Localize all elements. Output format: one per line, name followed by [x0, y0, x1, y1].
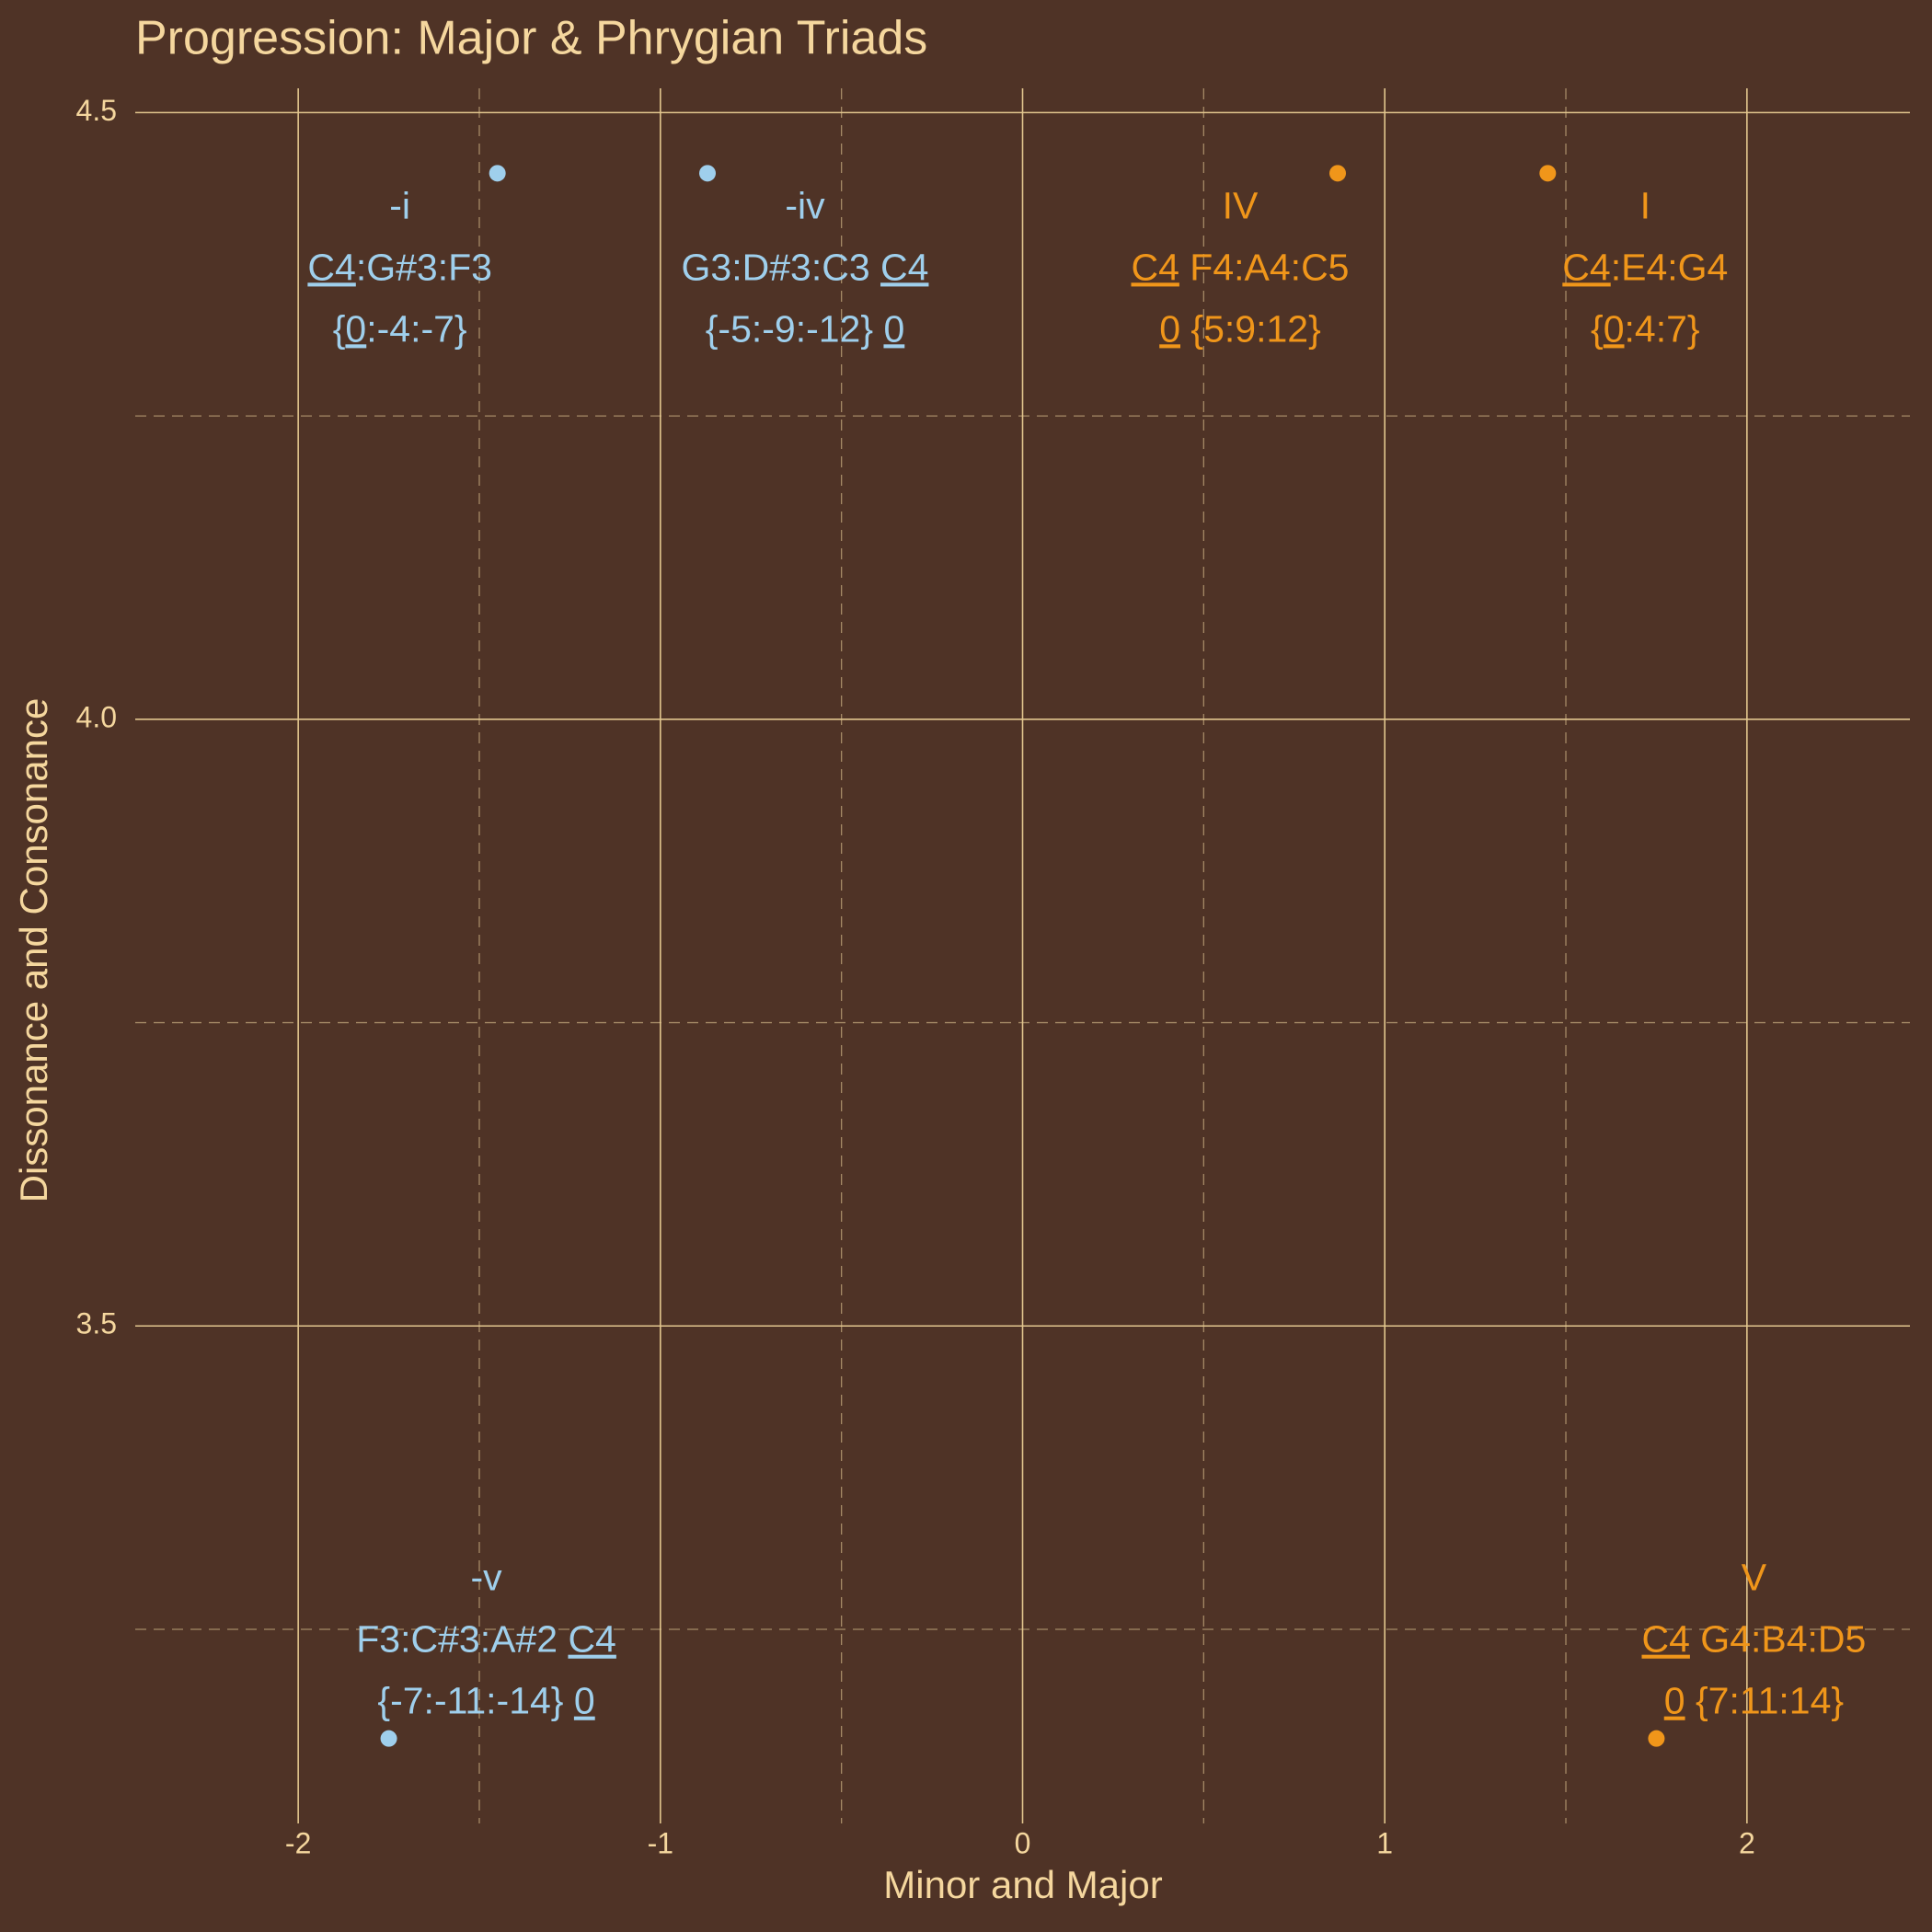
point	[1648, 1730, 1665, 1747]
x-tick-label: -1	[648, 1826, 673, 1859]
label-segment: G3:D#3:C3	[682, 246, 881, 288]
label-line: {0:4:7}	[1591, 307, 1700, 350]
point-label: VC4 G4:B4:D50 {7:11:14}	[1641, 1557, 1866, 1722]
label-segment: {	[1591, 307, 1604, 350]
label-segment: C4	[1641, 1618, 1689, 1661]
x-tick-label: -2	[285, 1826, 311, 1859]
label-line: C4 F4:A4:C5	[1131, 246, 1349, 288]
label-segment: :4:7}	[1625, 307, 1700, 350]
label-segment: C4	[568, 1618, 615, 1661]
y-axis-title: Dissonance and Consonance	[12, 698, 55, 1203]
x-tick-label: 2	[1739, 1826, 1755, 1859]
label-line: C4 G4:B4:D5	[1641, 1618, 1866, 1661]
point	[489, 165, 506, 182]
label-segment: F4:A4:C5	[1179, 246, 1350, 288]
label-segment: IV	[1223, 184, 1259, 226]
label-segment: :G#3:F3	[356, 246, 492, 288]
label-segment: :-4:-7}	[366, 307, 466, 350]
point	[1328, 165, 1346, 182]
label-segment: I	[1640, 184, 1650, 226]
label-line: F3:C#3:A#2 C4	[356, 1618, 616, 1661]
label-segment: C4	[880, 246, 928, 288]
label-line: G3:D#3:C3 C4	[682, 246, 929, 288]
label-line: {-5:-9:-12} 0	[706, 307, 905, 350]
label-segment: 0	[1664, 1680, 1685, 1722]
label-segment: 0	[345, 307, 366, 350]
label-line: -v	[470, 1557, 502, 1599]
label-line: IV	[1223, 184, 1259, 226]
label-line: C4:G#3:F3	[307, 246, 492, 288]
point	[380, 1730, 397, 1747]
label-line: {-7:-11:-14} 0	[377, 1680, 594, 1722]
label-segment: 0	[1604, 307, 1625, 350]
x-tick-label: 1	[1376, 1826, 1393, 1859]
label-segment: -iv	[785, 184, 825, 226]
y-tick-label: 4.5	[76, 94, 117, 127]
label-segment: F3:C#3:A#2	[356, 1618, 568, 1661]
label-segment: C4	[307, 246, 355, 288]
label-line: -i	[389, 184, 410, 226]
y-tick-label: 3.5	[76, 1307, 117, 1340]
point-label: -iC4:G#3:F3{0:-4:-7}	[307, 184, 492, 350]
x-tick-label: 0	[1015, 1826, 1031, 1859]
label-segment: {7:11:14}	[1685, 1680, 1845, 1722]
point-label: IV C4 F4:A4:C5 0 {5:9:12}	[1131, 184, 1349, 350]
label-segment: -v	[470, 1557, 502, 1599]
label-segment: 0	[883, 307, 904, 350]
label-segment: C4	[1131, 246, 1179, 288]
label-segment: 0	[574, 1680, 595, 1722]
y-tick-label: 4.0	[76, 700, 117, 733]
chart-title: Progression: Major & Phrygian Triads	[135, 12, 927, 65]
label-segment: 0	[1159, 307, 1180, 350]
label-line: V	[1742, 1557, 1767, 1599]
label-segment: -i	[389, 184, 410, 226]
point-label: -v F3:C#3:A#2 C4 {-7:-11:-14} 0	[356, 1557, 616, 1722]
label-segment: C4	[1562, 246, 1610, 288]
label-segment: {5:9:12}	[1180, 307, 1321, 350]
label-segment: G4:B4:D5	[1690, 1618, 1866, 1661]
label-line: {0:-4:-7}	[333, 307, 467, 350]
label-line: C4:E4:G4	[1562, 246, 1728, 288]
label-line: 0 {5:9:12}	[1159, 307, 1321, 350]
label-line: -iv	[785, 184, 825, 226]
label-segment: V	[1742, 1557, 1767, 1599]
label-segment: {-7:-11:-14}	[377, 1680, 574, 1722]
x-axis-title: Minor and Major	[883, 1863, 1162, 1906]
label-segment: {	[333, 307, 346, 350]
label-segment: {-5:-9:-12}	[706, 307, 884, 350]
label-segment: :E4:G4	[1611, 246, 1729, 288]
point-label: -iv G3:D#3:C3 C4 {-5:-9:-12} 0	[682, 184, 929, 350]
point	[699, 165, 717, 182]
point	[1539, 165, 1557, 182]
point-label: IC4:E4:G4{0:4:7}	[1562, 184, 1728, 350]
label-line: 0 {7:11:14}	[1664, 1680, 1844, 1722]
label-line: I	[1640, 184, 1650, 226]
